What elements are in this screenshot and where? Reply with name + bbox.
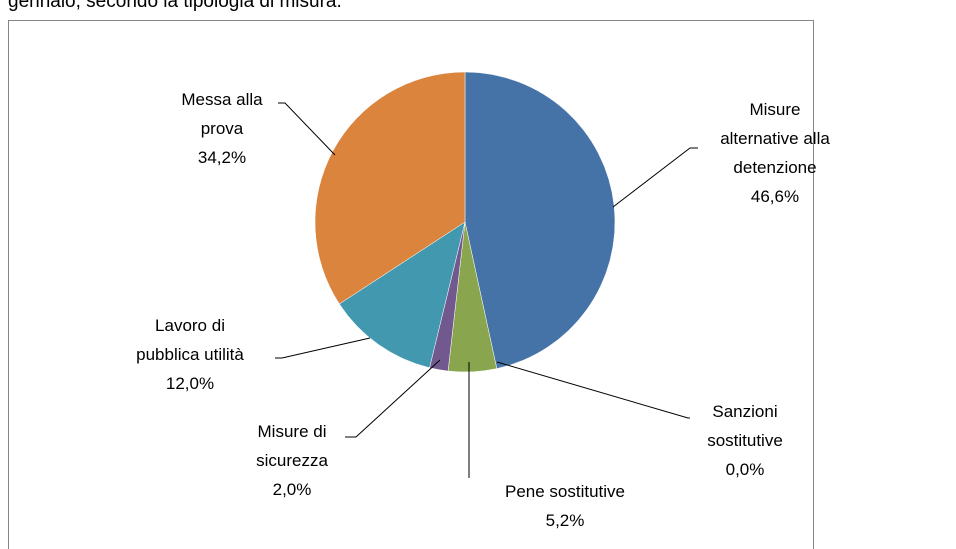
chart-frame — [8, 20, 814, 549]
caption: gennaio, secondo la tipologia di misura. — [8, 0, 342, 12]
value-label: 12,0% — [165, 374, 215, 393]
slice-label: Lavoro di pubblica utilità — [136, 316, 244, 364]
value-label: 34,2% — [197, 148, 247, 167]
leader-line — [345, 359, 441, 438]
slice-label: Pene sostitutive — [504, 482, 626, 501]
slice-label: Misure alternative alla detenzione — [720, 100, 830, 177]
value-label: 5,2% — [545, 511, 585, 530]
slice-label: Misure di sicurezza — [256, 422, 328, 470]
leader-line — [496, 361, 690, 419]
leader-line — [278, 102, 336, 156]
slice-label: Sanzioni sostitutive — [707, 402, 783, 450]
pie-slice — [314, 71, 466, 305]
value-label: 2,0% — [272, 480, 312, 499]
pie-slice — [464, 71, 616, 369]
leader-line — [612, 147, 698, 208]
value-label: 46,6% — [750, 187, 800, 206]
pie-slice — [339, 221, 466, 369]
leader-line — [275, 337, 371, 359]
slice-label: Messa alla prova — [181, 90, 263, 138]
value-label: 0,0% — [725, 460, 765, 479]
